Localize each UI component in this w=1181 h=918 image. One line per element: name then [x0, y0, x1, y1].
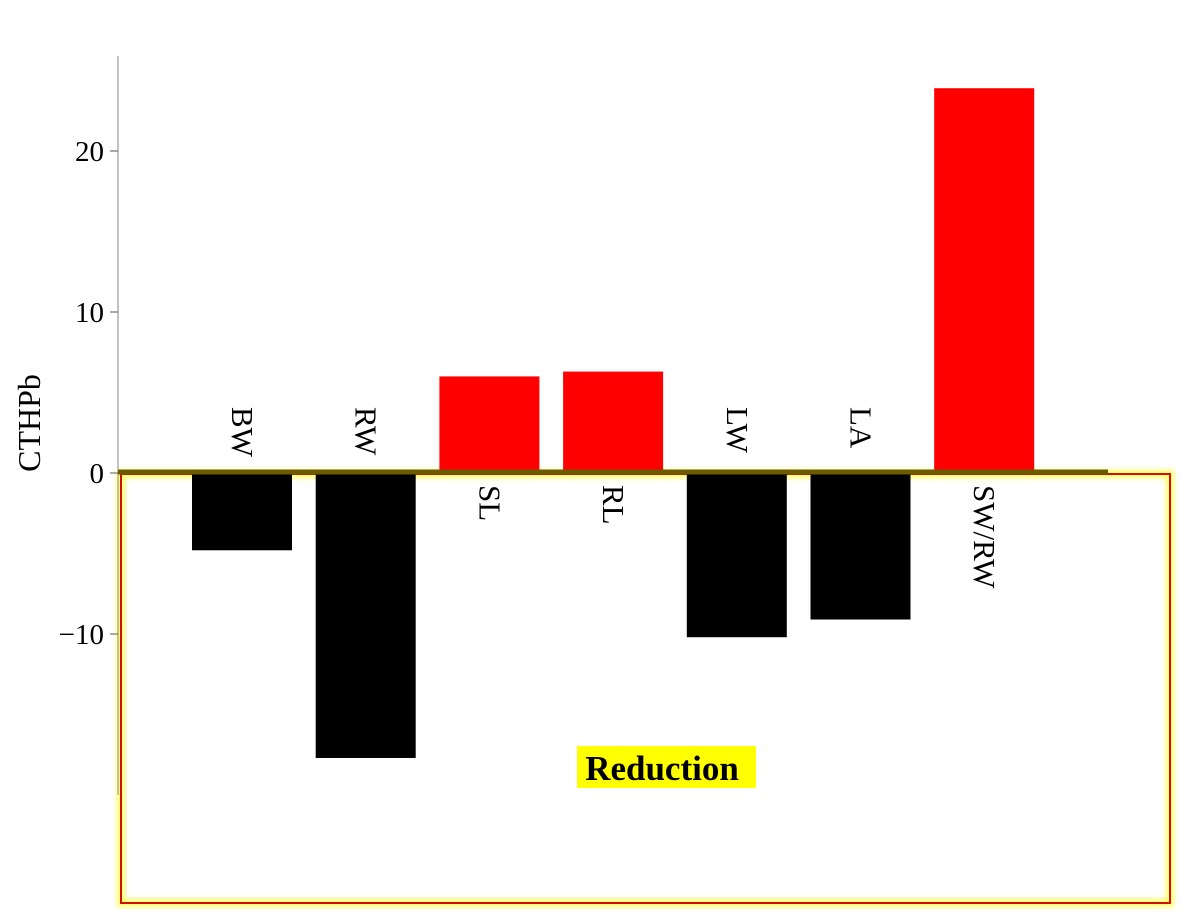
y-tick-label: 0: [90, 458, 105, 490]
bars-group: [192, 88, 1035, 758]
y-tick-label: 20: [75, 136, 104, 168]
annotation-reduction-label: Reduction: [585, 749, 739, 788]
y-tick-label: 10: [75, 297, 104, 329]
category-label: LW: [720, 407, 755, 454]
y-axis-title: CTHPb: [11, 374, 47, 472]
bar-lw: [686, 473, 787, 638]
bar-bw: [192, 473, 292, 551]
category-label: RW: [349, 407, 384, 456]
category-label: SW/RW: [967, 485, 1002, 589]
y-tick-label: −10: [59, 619, 104, 651]
reduction-annotation: Reduction: [577, 746, 756, 788]
category-label: BW: [225, 407, 260, 458]
category-label: RL: [596, 485, 631, 525]
bar-sw-rw: [934, 88, 1035, 474]
annotation-background: [577, 746, 756, 788]
bar-rl: [563, 371, 664, 473]
bar-sl: [439, 376, 540, 473]
category-label: SL: [472, 485, 507, 521]
y-axis-ticks: −10 0 10 20: [59, 136, 118, 651]
bar-la: [810, 473, 911, 620]
bar-rw: [315, 473, 416, 758]
category-label: LA: [844, 407, 879, 449]
category-labels: BW RW SL RL LW LA SW/RW: [225, 407, 1002, 589]
